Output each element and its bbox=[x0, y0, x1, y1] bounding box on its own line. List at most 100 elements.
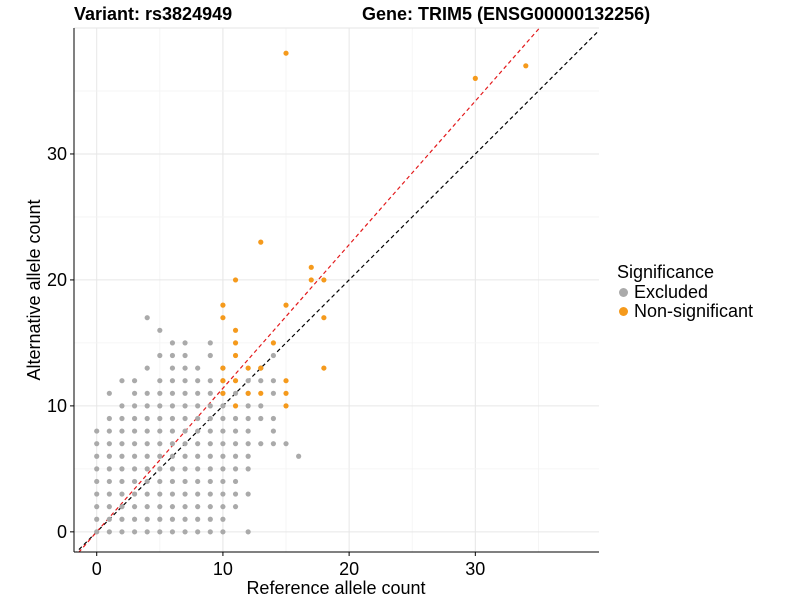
point-excluded bbox=[270, 428, 276, 434]
point-excluded bbox=[94, 504, 100, 510]
point-excluded bbox=[220, 491, 226, 497]
legend-item-excluded: Excluded bbox=[617, 282, 753, 302]
point-excluded bbox=[131, 441, 138, 447]
point-excluded bbox=[182, 403, 188, 409]
point-excluded bbox=[195, 390, 201, 396]
point-non-significant bbox=[232, 403, 239, 409]
point-excluded bbox=[157, 441, 163, 447]
point-excluded bbox=[245, 415, 251, 422]
point-excluded bbox=[119, 491, 125, 497]
point-excluded bbox=[169, 340, 176, 346]
point-excluded bbox=[258, 415, 264, 422]
point-excluded bbox=[270, 390, 276, 396]
point-excluded bbox=[157, 390, 163, 396]
legend: Significance Excluded Non-significant bbox=[617, 262, 753, 321]
point-excluded bbox=[195, 516, 201, 522]
point-excluded bbox=[144, 441, 150, 447]
point-excluded bbox=[270, 378, 276, 384]
reference-lines bbox=[75, 28, 599, 552]
point-excluded bbox=[131, 415, 138, 422]
point-excluded bbox=[232, 390, 239, 396]
point-excluded bbox=[144, 315, 150, 321]
point-excluded bbox=[157, 327, 163, 333]
point-excluded bbox=[169, 352, 176, 359]
point-excluded bbox=[220, 403, 226, 409]
point-excluded bbox=[157, 453, 163, 459]
legend-title: Significance bbox=[617, 262, 715, 282]
point-excluded bbox=[144, 504, 150, 510]
point-excluded bbox=[106, 478, 112, 485]
point-excluded bbox=[232, 466, 239, 472]
point-excluded bbox=[207, 529, 213, 535]
point-excluded bbox=[207, 466, 213, 472]
point-excluded bbox=[157, 466, 163, 472]
point-non-significant bbox=[220, 315, 226, 321]
point-excluded bbox=[182, 428, 188, 434]
point-excluded bbox=[106, 428, 112, 434]
point-excluded bbox=[106, 529, 112, 535]
point-excluded bbox=[106, 453, 112, 459]
point-excluded bbox=[195, 478, 201, 485]
point-excluded bbox=[94, 453, 100, 459]
legend-key-excluded bbox=[619, 288, 628, 297]
point-excluded bbox=[207, 441, 213, 447]
point-excluded bbox=[119, 516, 125, 522]
point-excluded bbox=[245, 428, 251, 434]
point-excluded bbox=[207, 504, 213, 510]
point-excluded bbox=[106, 516, 112, 522]
point-excluded bbox=[131, 453, 138, 459]
point-excluded bbox=[182, 466, 188, 472]
point-excluded bbox=[220, 466, 226, 472]
point-excluded bbox=[258, 441, 264, 447]
point-excluded bbox=[220, 529, 226, 535]
point-non-significant bbox=[232, 277, 239, 283]
point-excluded bbox=[144, 428, 150, 434]
reference-line-0 bbox=[75, 30, 599, 552]
axes: 0 10 20 30 0 10 20 30 bbox=[47, 28, 599, 579]
point-excluded bbox=[169, 529, 176, 535]
point-excluded bbox=[169, 378, 176, 384]
legend-item-non-significant: Non-significant bbox=[617, 301, 753, 321]
point-excluded bbox=[106, 415, 112, 422]
point-excluded bbox=[220, 441, 226, 447]
point-excluded bbox=[106, 441, 112, 447]
point-non-significant bbox=[270, 340, 276, 346]
point-excluded bbox=[182, 390, 188, 396]
point-excluded bbox=[144, 491, 150, 497]
point-excluded bbox=[182, 453, 188, 459]
point-excluded bbox=[258, 403, 264, 409]
point-excluded bbox=[106, 466, 112, 472]
point-excluded bbox=[232, 491, 239, 497]
point-excluded bbox=[182, 365, 188, 371]
variant-title: Variant: rs3824949 bbox=[74, 4, 233, 24]
point-excluded bbox=[207, 478, 213, 485]
point-excluded bbox=[131, 428, 138, 434]
point-excluded bbox=[232, 428, 239, 434]
point-excluded bbox=[94, 529, 100, 535]
point-excluded bbox=[207, 403, 213, 409]
point-excluded bbox=[245, 378, 251, 384]
point-excluded bbox=[258, 378, 264, 384]
y-tick-label: 20 bbox=[47, 270, 67, 290]
point-non-significant bbox=[220, 365, 226, 371]
point-excluded bbox=[94, 441, 100, 447]
point-excluded bbox=[169, 441, 176, 447]
point-excluded bbox=[182, 478, 188, 485]
x-tick-label: 0 bbox=[92, 559, 102, 579]
x-tick-label: 10 bbox=[213, 559, 233, 579]
point-excluded bbox=[207, 340, 213, 346]
point-non-significant bbox=[232, 340, 239, 346]
point-non-significant bbox=[321, 365, 327, 371]
point-excluded bbox=[195, 428, 201, 434]
point-excluded bbox=[131, 504, 138, 510]
point-non-significant bbox=[283, 302, 289, 308]
point-non-significant bbox=[258, 390, 264, 396]
point-non-significant bbox=[232, 352, 239, 359]
point-excluded bbox=[119, 403, 125, 409]
point-excluded bbox=[157, 529, 163, 535]
point-excluded bbox=[94, 478, 100, 485]
point-excluded bbox=[131, 478, 138, 485]
point-excluded bbox=[195, 491, 201, 497]
point-excluded bbox=[144, 529, 150, 535]
